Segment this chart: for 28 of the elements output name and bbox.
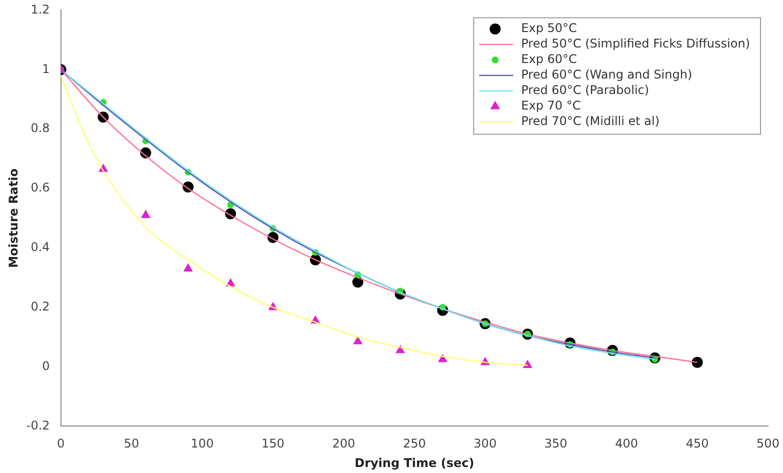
x-tick-label: 500 [756,436,780,451]
legend-label: Pred 50°C (Simplified Ficks Diffussion) [521,36,750,51]
y-tick-label: 0 [42,358,50,373]
x-tick-label: 100 [190,436,214,451]
y-tick-label: 1.2 [30,2,50,16]
legend-label: Pred 60°C (Parabolic) [521,83,650,98]
y-axis-title: Moisture Ratio [6,168,20,268]
y-tick-label: 0.4 [30,240,50,254]
x-tick-label: 350 [544,436,568,451]
legend-label: Exp 70 °C [521,98,581,113]
x-tick-label: 50 [124,436,140,451]
x-tick-label: 250 [402,436,426,451]
y-tick-label: 1 [42,62,50,76]
y-tick-label: -0.2 [26,418,50,432]
y-tick-label: 0.2 [30,299,50,314]
legend-label: Pred 70°C (Midilli et al) [521,114,660,128]
x-tick-label: 0 [56,436,65,451]
x-tick-label: 400 [615,436,638,451]
y-tick-label: 0.8 [30,121,50,136]
x-tick-label: 150 [262,436,284,451]
y-tick-label: 0.6 [30,180,50,195]
legend-label: Pred 60°C (Wang and Singh) [521,68,692,82]
legend-label: Exp 50°C [521,21,577,36]
x-tick-label: 450 [686,436,709,451]
x-axis-title: Drying Time (sec) [354,456,474,470]
x-tick-label: 200 [332,436,356,451]
legend-label: Exp 60°C [521,52,577,66]
x-tick-label: 300 [474,436,497,451]
